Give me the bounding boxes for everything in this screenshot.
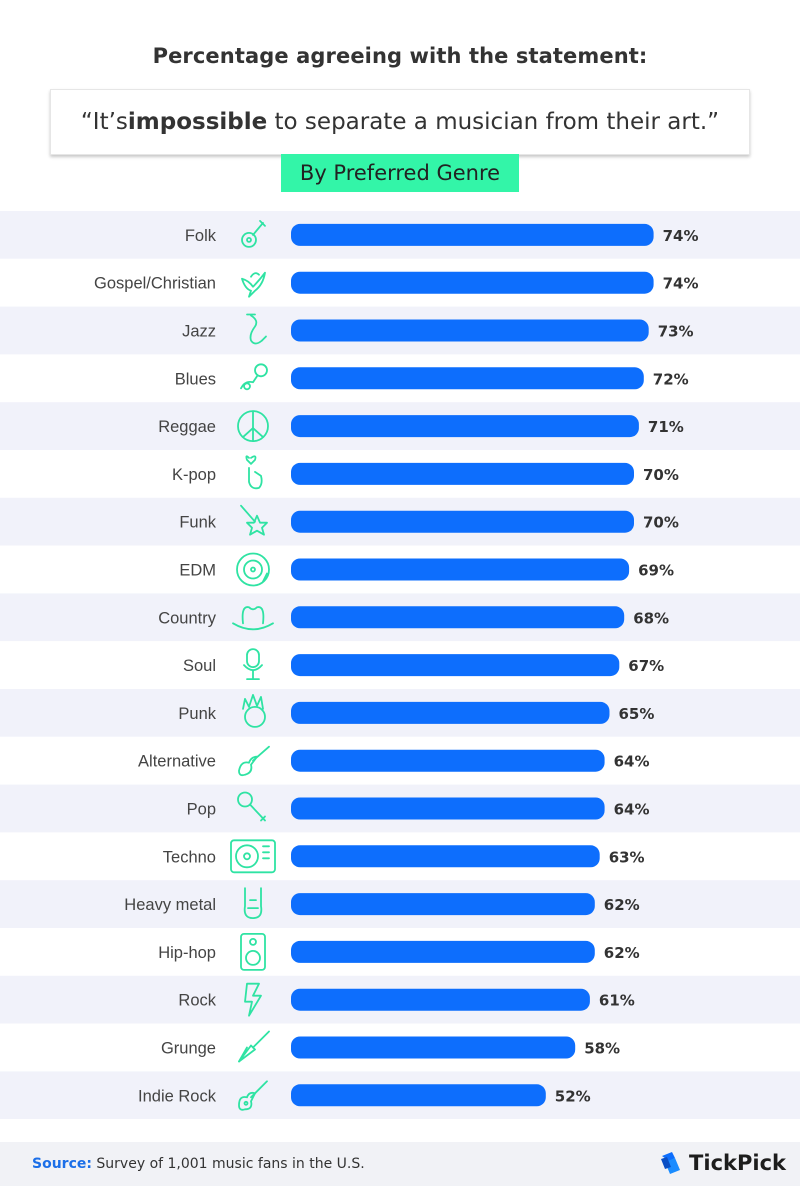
category-label: Grunge (161, 1040, 216, 1058)
bar (291, 510, 634, 533)
bar (291, 271, 654, 294)
data-label: 62% (604, 896, 640, 914)
genre-subtitle-pill: By Preferred Genre (281, 154, 519, 192)
category-label: Blues (175, 370, 216, 388)
bar (291, 367, 644, 390)
bar (291, 749, 605, 772)
chart-title: Percentage agreeing with the statement: (152, 44, 648, 68)
data-label: 74% (663, 227, 699, 245)
category-label: K-pop (172, 466, 216, 484)
bass-guitar-icon (238, 1080, 268, 1111)
bar (291, 893, 595, 916)
brand-name: TickPick (689, 1151, 786, 1175)
data-label: 52% (555, 1087, 591, 1105)
star-guitar-icon (240, 504, 268, 536)
rock-hand-icon (243, 887, 263, 919)
footer: Source: Survey of 1,001 music fans in th… (0, 1142, 800, 1186)
quote-text-open: “It’s (80, 109, 128, 135)
statement-quote-box: “It’s impossible to separate a musician … (50, 89, 750, 155)
category-label: Heavy metal (124, 896, 216, 914)
electric-guitar-icon (238, 745, 270, 777)
category-label: Indie Rock (138, 1087, 217, 1105)
acoustic-guitar-icon (241, 219, 266, 248)
category-label: Folk (185, 227, 217, 245)
category-label: Country (158, 609, 217, 627)
data-label: 70% (643, 466, 679, 484)
saxophone-icon (246, 313, 267, 345)
ticket-logo-icon (661, 1152, 681, 1174)
flying-v-guitar-icon (238, 1030, 270, 1063)
bar (291, 797, 605, 820)
data-label: 64% (614, 753, 650, 771)
bar (291, 701, 610, 724)
bar (291, 558, 630, 581)
data-label: 68% (633, 609, 669, 627)
dove-icon (241, 271, 266, 298)
category-label: Rock (178, 992, 216, 1010)
speaker-icon (240, 933, 266, 971)
lightning-bolt-icon (244, 982, 262, 1017)
data-label: 69% (638, 562, 674, 580)
category-label: Hip-hop (158, 944, 216, 962)
bar (291, 415, 639, 438)
brand-logo: TickPick (659, 1150, 786, 1176)
bar (291, 654, 620, 677)
bar (291, 462, 634, 485)
finger-heart-icon (245, 455, 263, 490)
data-label: 74% (663, 275, 699, 293)
data-label: 73% (658, 323, 694, 341)
bar (291, 940, 595, 963)
bar (291, 845, 600, 868)
guitar-microphone-icon (240, 363, 268, 391)
quote-text-bold: impossible (127, 109, 268, 135)
category-label: Gospel/Christian (94, 275, 216, 293)
category-label: Techno (163, 848, 216, 866)
peace-sign-icon (237, 410, 269, 443)
bar (291, 988, 590, 1011)
category-label: Reggae (158, 418, 216, 436)
source-note: Source: Survey of 1,001 music fans in th… (32, 1156, 365, 1172)
source-text: Survey of 1,001 music fans in the U.S. (91, 1156, 365, 1172)
turntable-icon (230, 839, 276, 874)
category-label: Pop (187, 801, 216, 819)
data-label: 70% (643, 514, 679, 532)
punk-mohawk-icon (242, 693, 266, 728)
data-label: 71% (648, 418, 684, 436)
bar (291, 606, 625, 629)
bar (291, 319, 649, 342)
quote-text-close: to separate a musician from their art.” (267, 109, 720, 135)
data-label: 72% (653, 370, 689, 388)
bar (291, 1084, 546, 1107)
bar-chart: Folk 74% Gospel/Christian 74% Jazz 73% Blues 72… (0, 211, 800, 1119)
vinyl-record-icon (236, 552, 270, 587)
data-label: 63% (609, 848, 645, 866)
category-label: EDM (179, 562, 216, 580)
handheld-microphone-icon (237, 791, 266, 822)
data-label: 62% (604, 944, 640, 962)
category-label: Soul (183, 657, 216, 675)
data-label: 58% (584, 1040, 620, 1058)
data-label: 64% (614, 801, 650, 819)
data-label: 67% (628, 657, 664, 675)
studio-microphone-icon (243, 648, 263, 681)
bar (291, 223, 654, 246)
data-label: 61% (599, 992, 635, 1010)
category-label: Alternative (138, 753, 216, 771)
data-label: 65% (619, 705, 655, 723)
category-label: Funk (179, 514, 216, 532)
category-label: Punk (178, 705, 216, 723)
cowboy-hat-icon (232, 606, 274, 631)
category-label: Jazz (182, 323, 216, 341)
bar (291, 1036, 576, 1059)
source-label: Source: (32, 1156, 92, 1172)
